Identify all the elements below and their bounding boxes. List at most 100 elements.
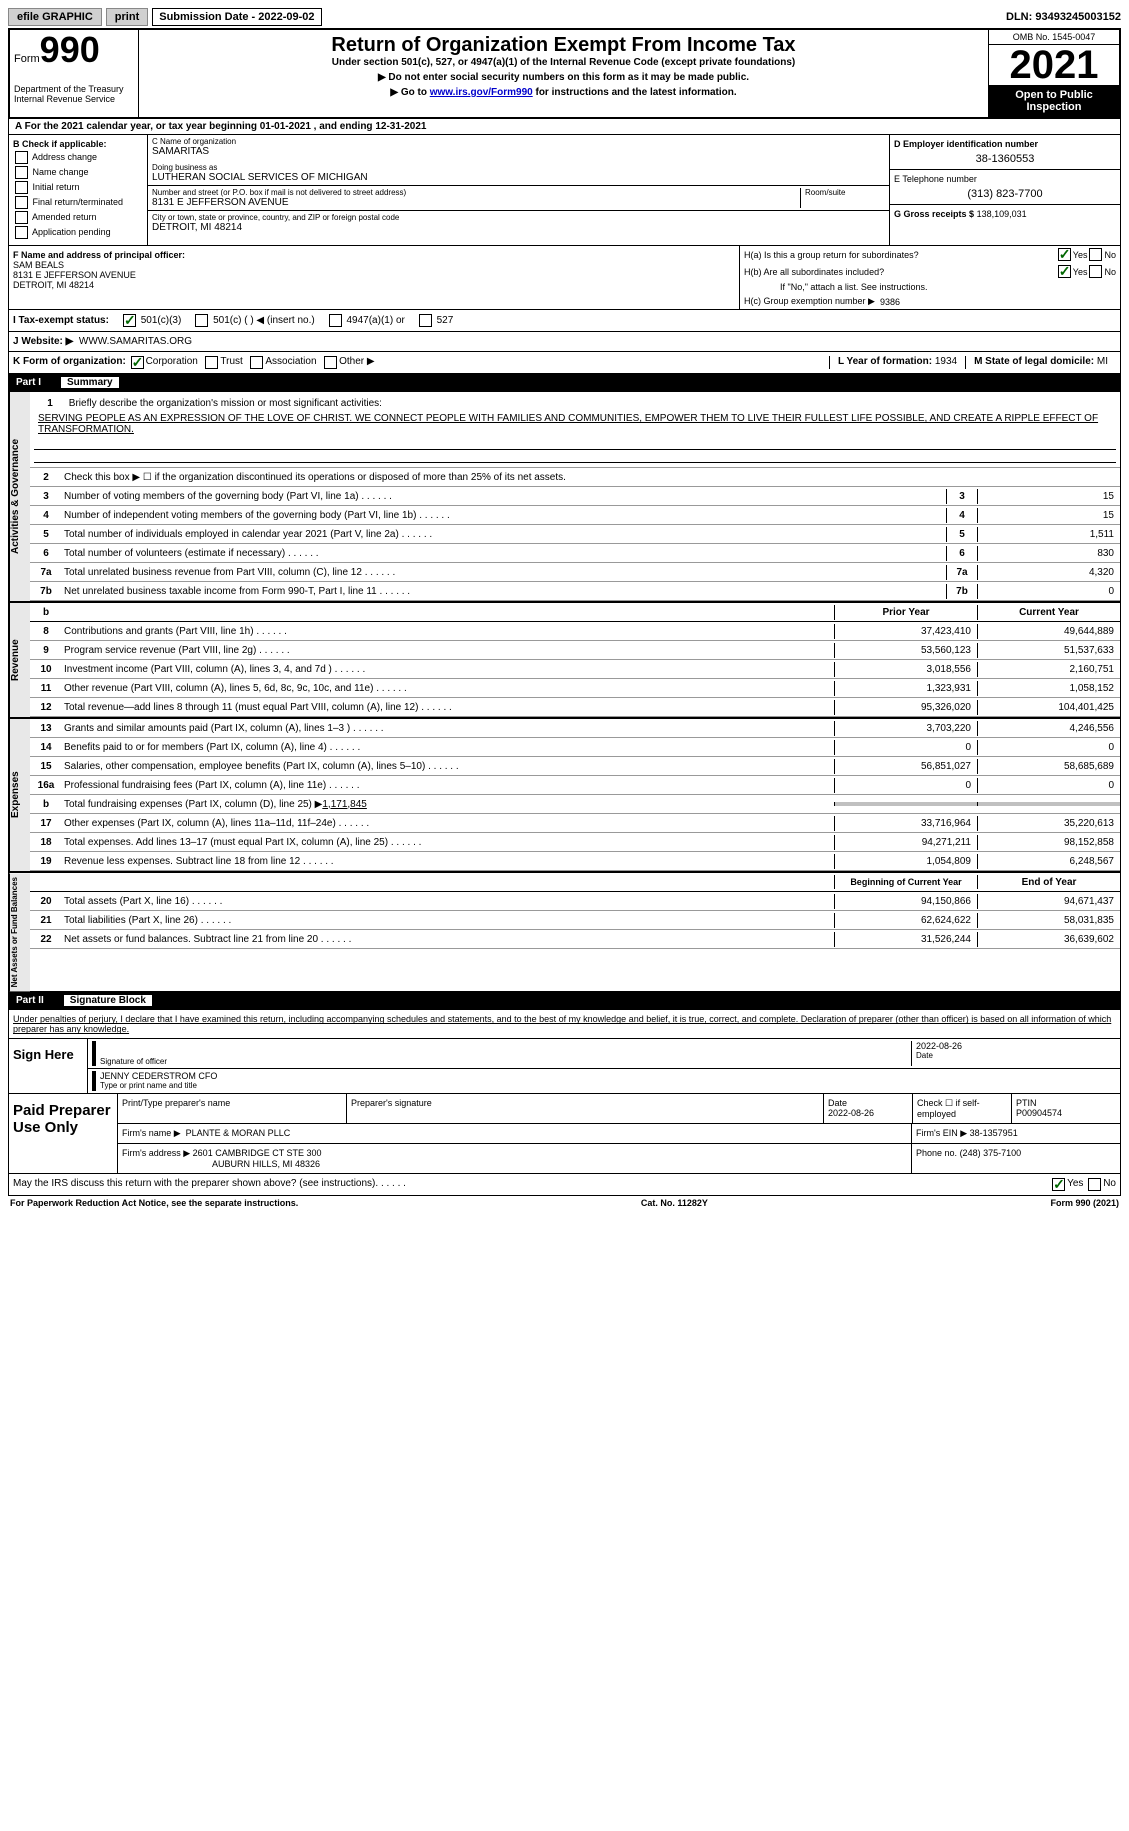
expenses-label: Expenses [9,719,30,871]
discuss-row: May the IRS discuss this return with the… [8,1174,1121,1196]
mission-row: 1 Briefly describe the organization's mi… [30,392,1120,468]
section-c: C Name of organization SAMARITAS Doing b… [148,135,889,245]
signature-section: Under penalties of perjury, I declare th… [8,1009,1121,1094]
revenue-content: b Prior Year Current Year 8Contributions… [30,603,1120,717]
cb-address[interactable]: Address change [13,151,143,164]
table-row: 3Number of voting members of the governi… [30,487,1120,506]
firm-ein: 38-1357951 [970,1128,1018,1138]
form-number: 990 [40,29,100,70]
governance-content: 1 Briefly describe the organization's mi… [30,392,1120,601]
firm-phone: (248) 375-7100 [960,1148,1022,1158]
ts-4947[interactable] [329,314,342,327]
website-value: WWW.SAMARITAS.ORG [79,336,192,347]
phone: (313) 823-7700 [894,188,1116,200]
officer-label: F Name and address of principal officer: [13,250,735,260]
cb-initial[interactable]: Initial return [13,181,143,194]
part1-title: Part I [16,377,41,388]
addr-label: Number and street (or P.O. box if mail i… [152,188,800,197]
name-label: Type or print name and title [100,1081,1116,1090]
discuss-yes[interactable] [1052,1178,1065,1191]
fo-assoc[interactable] [250,356,263,369]
cb-pending[interactable]: Application pending [13,226,143,239]
officer-city: DETROIT, MI 48214 [13,280,735,290]
firm-name-row: Firm's name ▶ PLANTE & MORAN PLLC Firm's… [118,1124,1120,1144]
prep-sig-h: Preparer's signature [347,1094,824,1123]
year-box: OMB No. 1545-0047 2021 Open to Public In… [988,30,1119,117]
form-id: Form990 Department of the Treasury Inter… [10,30,139,117]
q2: Check this box ▶ ☐ if the organization d… [62,470,1120,485]
officer-addr: 8131 E JEFFERSON AVENUE [13,270,735,280]
open-inspection: Open to Public Inspection [989,85,1119,117]
prep-header-row: Print/Type preparer's name Preparer's si… [118,1094,1120,1124]
irs-label: Internal Revenue Service [14,94,134,104]
header-bar: efile GRAPHIC print Submission Date - 20… [8,8,1121,26]
part2-name: Signature Block [64,995,152,1006]
table-row: 13Grants and similar amounts paid (Part … [30,719,1120,738]
year-form: 1934 [935,356,957,367]
cb-final[interactable]: Final return/terminated [13,196,143,209]
ts-501c[interactable] [195,314,208,327]
ein-cell: D Employer identification number 38-1360… [890,135,1120,170]
discuss-no[interactable] [1088,1178,1101,1191]
firm-addr: 2601 CAMBRIDGE CT STE 300 [193,1148,322,1158]
current-h: Current Year [978,605,1120,620]
cb-name[interactable]: Name change [13,166,143,179]
netassets-section: Net Assets or Fund Balances Beginning of… [8,872,1121,992]
table-row: 10Investment income (Part VIII, column (… [30,660,1120,679]
ts-527[interactable] [419,314,432,327]
hb-no[interactable] [1089,265,1102,278]
rev-header: b Prior Year Current Year [30,603,1120,622]
q1: Briefly describe the organization's miss… [69,398,382,409]
tax-year: 2021 [989,45,1119,85]
fo-other[interactable] [324,356,337,369]
ha-yes[interactable] [1058,248,1071,261]
dba: LUTHERAN SOCIAL SERVICES OF MICHIGAN [152,172,885,183]
preparer-section: Paid Preparer Use Only Print/Type prepar… [8,1094,1121,1174]
hb-yes[interactable] [1058,265,1071,278]
prep-name-h: Print/Type preparer's name [118,1094,347,1123]
end-h: End of Year [978,875,1120,890]
preparer-grid: Print/Type preparer's name Preparer's si… [118,1094,1120,1173]
ts-501c3[interactable] [123,314,136,327]
table-row: 7bNet unrelated business taxable income … [30,582,1120,601]
fo-trust[interactable] [205,356,218,369]
ha-no[interactable] [1089,248,1102,261]
dba-label: Doing business as [152,163,885,172]
goto-suffix: for instructions and the latest informat… [533,87,737,98]
city: DETROIT, MI 48214 [152,222,885,233]
goto-prefix: ▶ Go to [390,87,429,98]
table-row: 7aTotal unrelated business revenue from … [30,563,1120,582]
prep-check-h: Check ☐ if self-employed [913,1094,1012,1123]
ts-label: I Tax-exempt status: [13,315,109,326]
firm-addr-row: Firm's address ▶ 2601 CAMBRIDGE CT STE 3… [118,1144,1120,1173]
ha-row: H(a) Is this a group return for subordin… [740,246,1120,263]
fo-corp[interactable] [131,356,144,369]
governance-label: Activities & Governance [9,392,30,601]
dept-treasury: Department of the Treasury [14,84,134,94]
part2-header: Part II Signature Block [8,992,1121,1009]
irs-link[interactable]: www.irs.gov/Form990 [430,87,533,98]
room-label: Room/suite [805,188,885,197]
officer-name: SAM BEALS [13,260,735,270]
revenue-label: Revenue [9,603,30,717]
exp-b-row: b Total fundraising expenses (Part IX, c… [30,795,1120,814]
officer-section: F Name and address of principal officer:… [8,246,1121,310]
governance-section: Activities & Governance 1 Briefly descri… [8,391,1121,602]
revenue-section: Revenue b Prior Year Current Year 8Contr… [8,602,1121,718]
hb-note: If "No," attach a list. See instructions… [740,280,1120,294]
cb-amended[interactable]: Amended return [13,211,143,224]
table-row: 6Total number of volunteers (estimate if… [30,544,1120,563]
sig-date: 2022-08-26 [916,1041,1116,1051]
table-row: 22Net assets or fund balances. Subtract … [30,930,1120,949]
hb-label: H(b) Are all subordinates included? [744,267,1056,277]
print-button[interactable]: print [106,8,148,26]
year-form-label: L Year of formation: [838,356,932,367]
form-title: Return of Organization Exempt From Incom… [143,34,984,57]
part1-header: Part I Summary [8,374,1121,391]
receipts-label: G Gross receipts $ [894,209,974,219]
org-name-row: C Name of organization SAMARITAS Doing b… [148,135,889,186]
section-a: A For the 2021 calendar year, or tax yea… [8,119,1121,135]
ha-label: H(a) Is this a group return for subordin… [744,250,1056,260]
prep-date-cell: Date2022-08-26 [824,1094,913,1123]
fo-label: K Form of organization: [13,356,126,369]
